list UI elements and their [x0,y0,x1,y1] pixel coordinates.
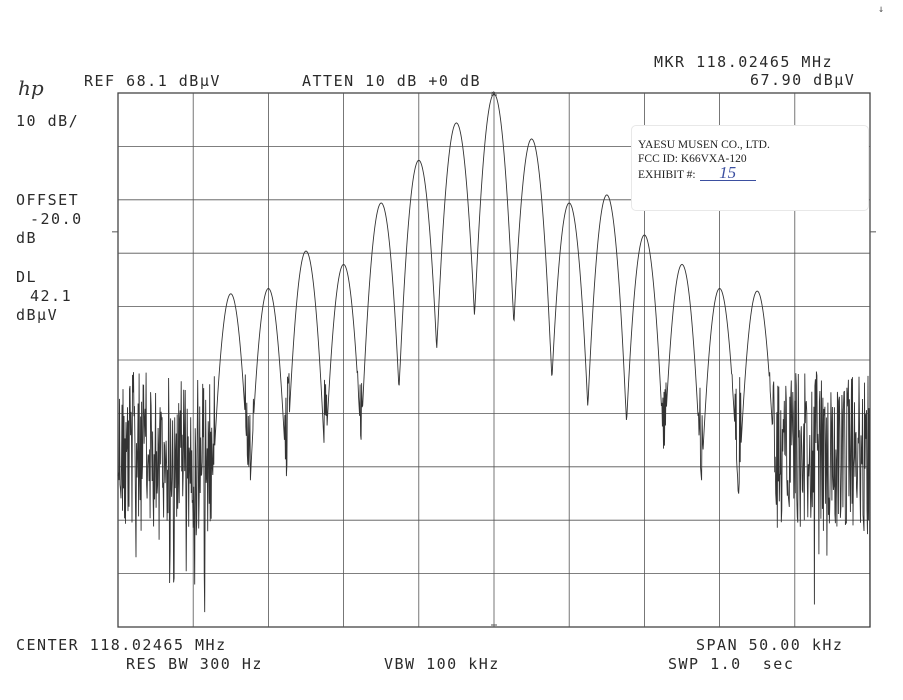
hp-logo: hp [18,76,44,100]
frequency-span: SPAN 50.00 kHz [696,636,844,654]
attenuation: ATTEN 10 dB +0 dB [302,72,482,90]
plot-grid [112,92,876,628]
stamp-exhibit-number: 15 [699,164,756,181]
resolution-bandwidth: RES BW 300 Hz [126,655,263,673]
stamp-exhibit-label: EXHIBIT #: [638,169,696,181]
display-line-unit: dBµV [16,306,59,324]
offset-unit: dB [16,229,38,247]
display-line-label: DL [16,268,38,286]
scale-per-division: 10 dB/ [16,112,80,130]
spectrum-trace: * [117,90,871,628]
marker-level: 67.90 dBµV [750,71,856,89]
center-frequency: CENTER 118.02465 MHz [16,636,227,654]
corner-arrow-mark: ↓ [878,4,885,15]
video-bandwidth: VBW 100 kHz [384,655,500,673]
stamp-company: YAESU MUSEN CO., LTD. [638,139,770,151]
offset-label: OFFSET [16,191,80,209]
marker-frequency: MKR 118.02465 MHz [654,53,834,71]
trace-line [117,93,871,628]
display-line-value: 42.1 [30,287,73,305]
reference-level: REF 68.1 dBµV [84,72,221,90]
marker-symbol: * [491,90,496,99]
exhibit-stamp: YAESU MUSEN CO., LTD. FCC ID: K66VXA-120… [632,126,868,210]
offset-value: -20.0 [30,210,83,228]
stamp-fcc-id: FCC ID: K66VXA-120 [638,153,747,165]
sweep-time: SWP 1.0 sec [668,655,795,673]
